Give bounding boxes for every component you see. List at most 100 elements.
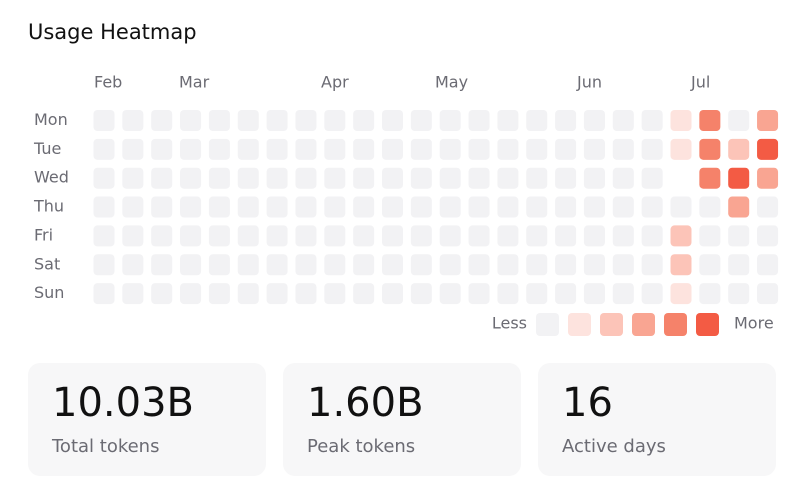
heatmap-cell: [468, 283, 490, 305]
heatmap-cell: [757, 225, 779, 247]
stats-row: 10.03B Total tokens 1.60B Peak tokens 16 Acti…: [28, 363, 776, 476]
heatmap-cell: [757, 138, 779, 160]
heatmap-cell: [555, 254, 577, 276]
heatmap-cell: [439, 283, 461, 305]
stat-card: [283, 363, 521, 476]
heatmap-cell: [641, 138, 663, 160]
heatmap-cell: [180, 283, 202, 305]
heatmap-cell: [382, 138, 403, 160]
heatmap-cell: [324, 196, 346, 218]
heatmap-cell: [237, 225, 259, 247]
heatmap-cell: [641, 283, 663, 305]
stat-value: 10.03B: [52, 380, 194, 426]
heatmap-cell: [180, 138, 202, 160]
heatmap-cell: [497, 167, 519, 189]
day-label: Thu: [33, 197, 64, 216]
legend-swatch: [568, 313, 591, 336]
heatmap-cell: [641, 110, 663, 131]
heatmap-cell: [757, 196, 779, 218]
heatmap-cell: [670, 283, 692, 305]
heatmap-cell: [237, 254, 259, 276]
heatmap-cell: [641, 254, 663, 276]
heatmap-cell: [612, 254, 634, 276]
heatmap-cell: [237, 110, 259, 131]
heatmap-cell: [180, 110, 202, 131]
month-labels: Feb Mar Apr May Jun Jul: [94, 73, 710, 92]
heatmap-cell: [583, 167, 605, 189]
heatmap-cell: [612, 110, 634, 131]
heatmap-cell: [208, 225, 230, 247]
heatmap-cell: [266, 254, 288, 276]
stat-value: 16: [562, 380, 613, 426]
heatmap-cell: [324, 167, 346, 189]
heatmap-cell: [526, 196, 548, 218]
heatmap-cell: [382, 225, 403, 247]
heatmap-cell: [122, 167, 144, 189]
month-label: Apr: [321, 73, 349, 92]
heatmap-cell: [497, 110, 519, 131]
heatmap-cell: [699, 283, 721, 305]
stat-card: [28, 363, 266, 476]
heatmap-cell: [353, 254, 375, 276]
heatmap-cell: [757, 167, 779, 189]
heatmap-cell: [295, 283, 317, 305]
heatmap-cell: [728, 138, 750, 160]
heatmap-cell: [439, 254, 461, 276]
stat-value: 1.60B: [307, 380, 424, 426]
heatmap-cell: [641, 167, 663, 189]
heatmap-cell: [468, 138, 490, 160]
heatmap-cell: [151, 167, 173, 189]
month-label: Mar: [179, 73, 210, 92]
heatmap-cell: [266, 138, 288, 160]
heatmap-cell: [295, 138, 317, 160]
heatmap-cell: [670, 254, 692, 276]
title: Usage Heatmap: [28, 20, 197, 44]
heatmap-cell: [526, 225, 548, 247]
heatmap-cell: [151, 138, 173, 160]
heatmap-cell: [237, 283, 259, 305]
heatmap-cell: [728, 167, 750, 189]
heatmap-cell: [555, 196, 577, 218]
heatmap-cell: [208, 138, 230, 160]
heatmap-cell: [324, 254, 346, 276]
month-label: Feb: [94, 73, 122, 92]
heatmap-cell: [583, 110, 605, 131]
heatmap-cell: [468, 110, 490, 131]
heatmap-cell: [439, 225, 461, 247]
heatmap-cell: [324, 283, 346, 305]
heatmap-cell: [583, 138, 605, 160]
heatmap-cell: [555, 225, 577, 247]
heatmap-cell: [612, 167, 634, 189]
heatmap-cell: [208, 196, 230, 218]
heatmap-cell: [410, 283, 432, 305]
heatmap-cell: [728, 283, 750, 305]
heatmap-cell: [670, 138, 692, 160]
month-label: May: [435, 73, 468, 92]
heatmap-cell: [180, 167, 202, 189]
heatmap-cell: [353, 283, 375, 305]
legend-swatch: [664, 313, 687, 336]
heatmap-cell: [757, 254, 779, 276]
heatmap-cell: [410, 167, 432, 189]
heatmap-cell: [266, 196, 288, 218]
heatmap-cell: [468, 254, 490, 276]
heatmap-cell: [237, 138, 259, 160]
legend: [536, 313, 719, 336]
day-label: Tue: [33, 139, 61, 158]
heatmap-cell: [410, 196, 432, 218]
heatmap-cell: [410, 254, 432, 276]
legend-less: Less: [492, 314, 527, 333]
heatmap-cell: [208, 110, 230, 131]
heatmap-cell: [324, 110, 346, 131]
heatmap-cell: [93, 138, 115, 160]
month-label: Jun: [576, 73, 602, 92]
stat-label: Active days: [562, 436, 666, 457]
heatmap-cell: [353, 225, 375, 247]
heatmap-cell: [497, 196, 519, 218]
day-label: Fri: [34, 225, 53, 244]
heatmap-cell: [324, 225, 346, 247]
heatmap-cell: [699, 167, 721, 189]
heatmap-cell: [208, 167, 230, 189]
heatmap-cell: [382, 254, 403, 276]
